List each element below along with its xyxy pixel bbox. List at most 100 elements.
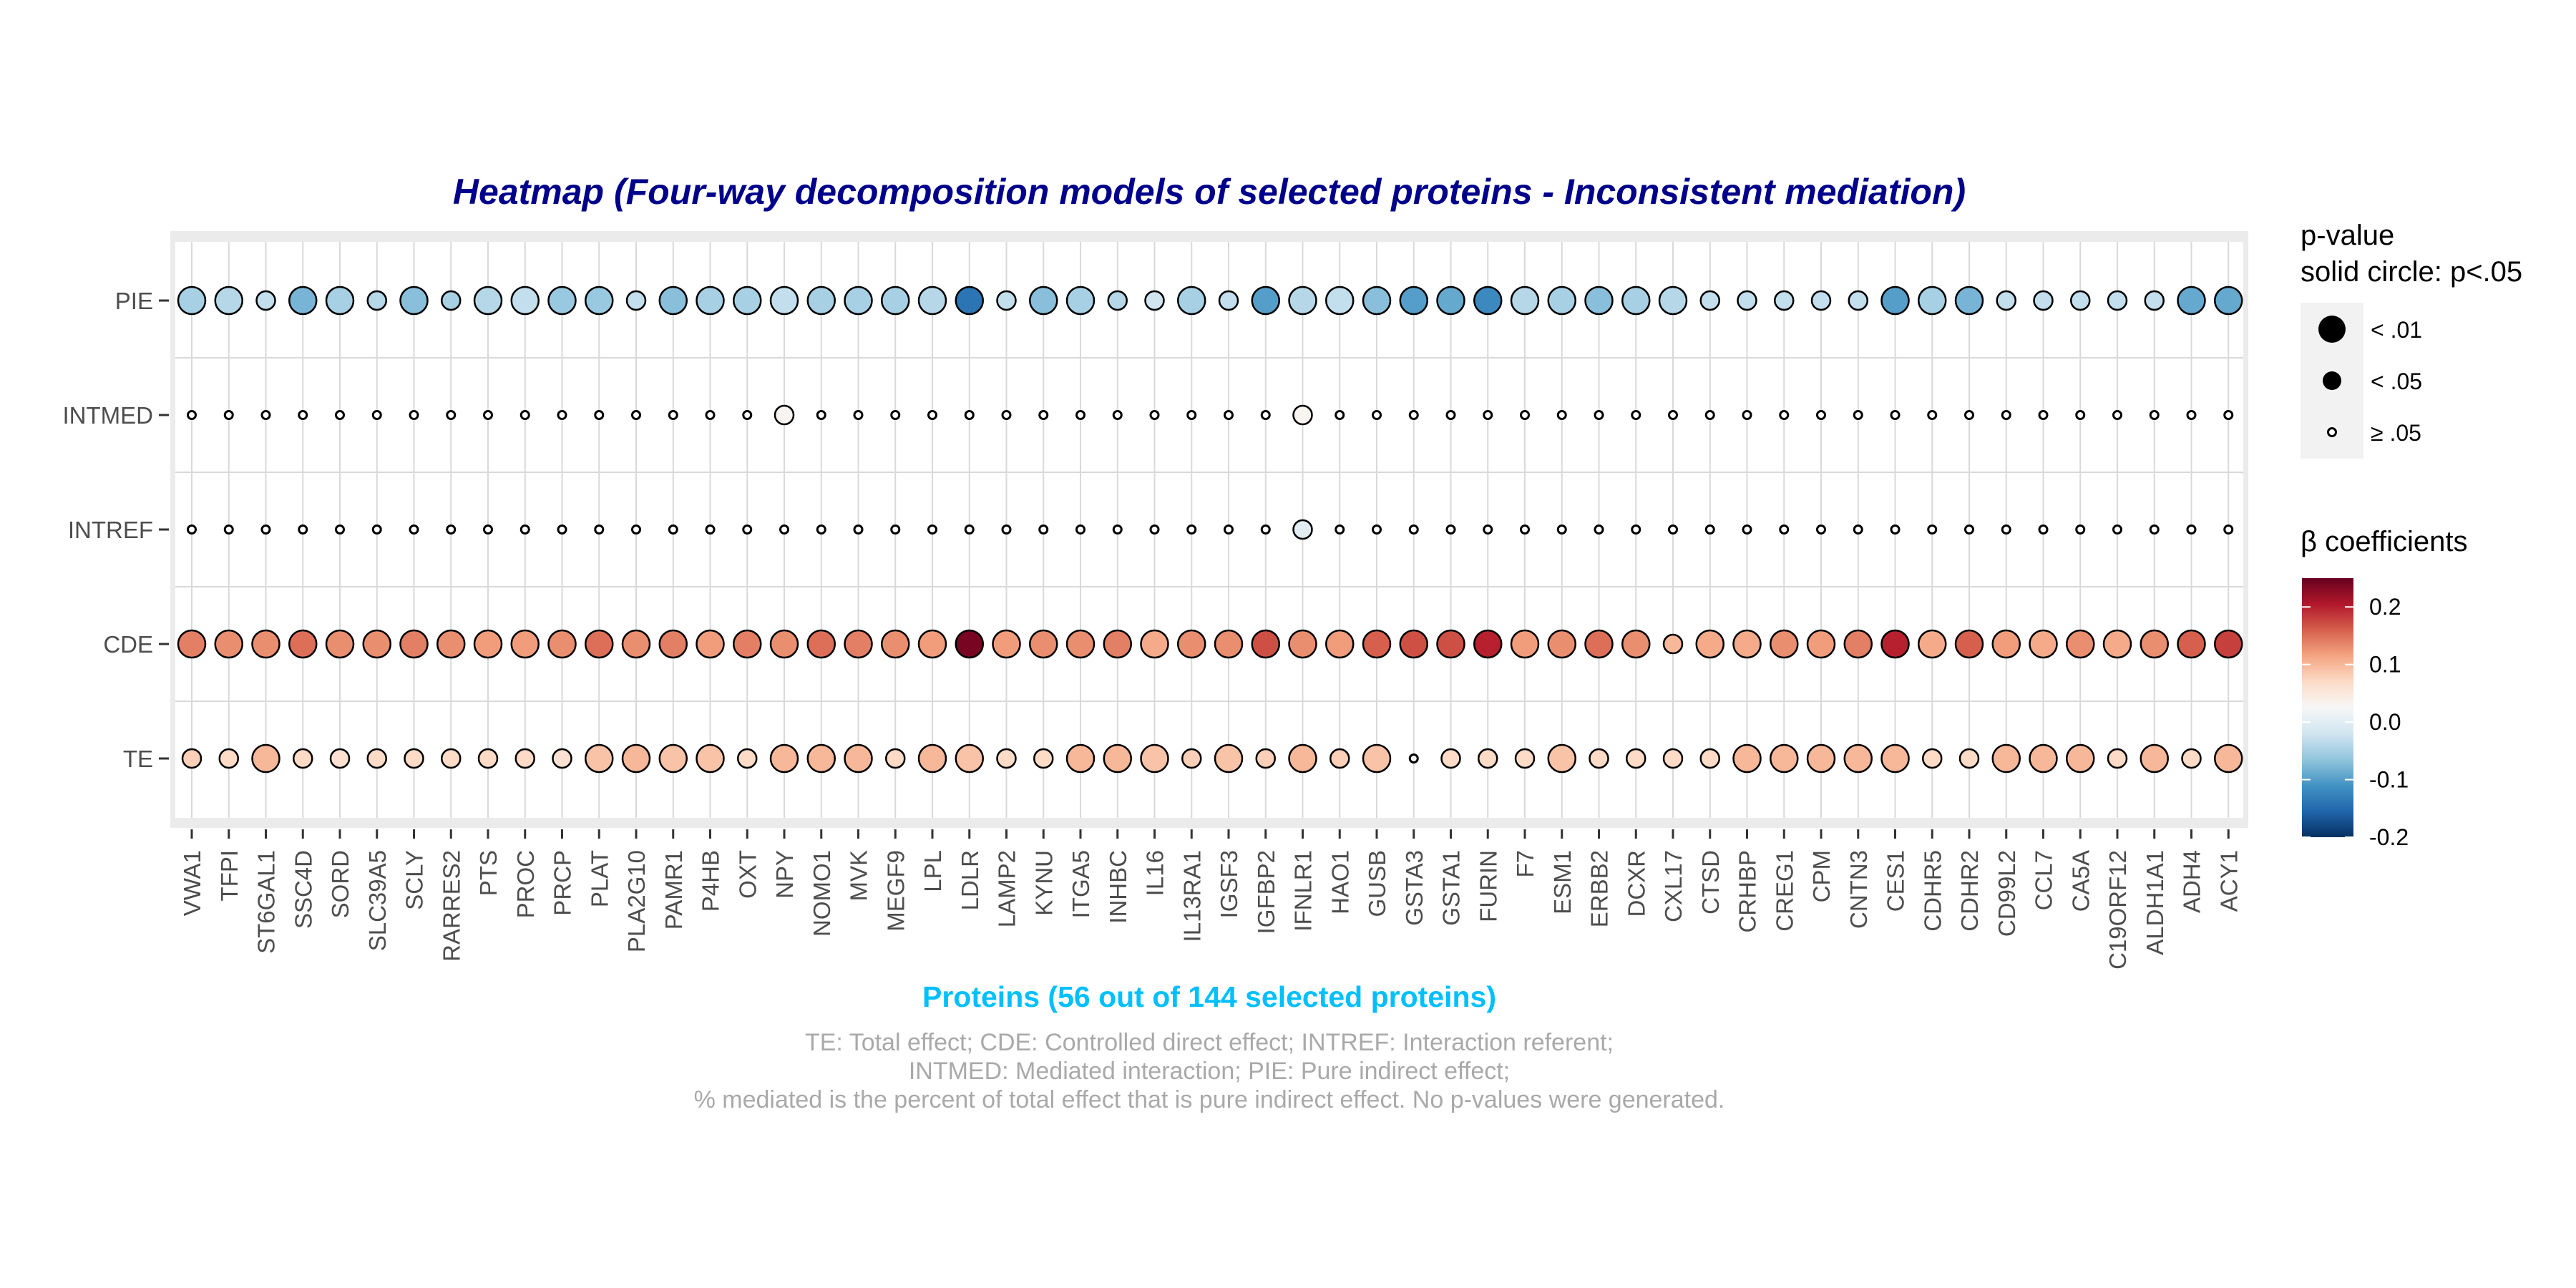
protein-label: PTS <box>475 850 502 896</box>
cell-intref-ssc4d <box>298 525 308 535</box>
cell-pie-nomo1 <box>806 286 836 316</box>
cell-cde-hao1 <box>1325 629 1355 659</box>
cell-intmed-igfbp2 <box>1260 410 1271 420</box>
protein-label: SCLY <box>401 850 428 910</box>
cell-cde-inhbc <box>1103 629 1132 659</box>
cell-pie-hao1 <box>1325 286 1355 316</box>
cell-intmed-lamp2 <box>1001 410 1012 420</box>
cell-intref-dcxr <box>1631 525 1641 535</box>
cell-cde-ccl7 <box>2029 629 2058 659</box>
cell-intmed-ifnlr1 <box>1292 404 1313 426</box>
cell-cde-tfpi <box>214 629 243 659</box>
cell-intmed-megf9 <box>890 410 901 420</box>
cell-intref-cdhr5 <box>1927 525 1938 535</box>
cell-intmed-gsta3 <box>1408 410 1419 420</box>
cell-pie-esm1 <box>1547 286 1576 316</box>
cell-intref-cdhr2 <box>1964 525 1974 535</box>
cell-te-inhbc <box>1103 743 1132 774</box>
protein-label: CREG1 <box>1771 850 1797 932</box>
protein-label: ERBB2 <box>1586 850 1613 927</box>
cell-intmed-erbb2 <box>1594 410 1604 420</box>
cell-cde-crhbp <box>1732 629 1762 659</box>
cell-intmed-npy <box>774 404 795 426</box>
cell-intref-ces1 <box>1890 525 1901 535</box>
cell-te-ces1 <box>1880 743 1910 774</box>
cell-te-cd99l2 <box>1991 743 2021 774</box>
cell-cde-oxt <box>733 629 762 659</box>
cell-cde-pamr1 <box>658 629 688 659</box>
beta-colorbar <box>2302 578 2353 837</box>
protein-label: CXL17 <box>1660 850 1687 922</box>
cell-cde-rarres2 <box>436 629 466 659</box>
protein-label: ACY1 <box>2215 850 2242 912</box>
cell-intref-aldh1a1 <box>2149 525 2160 535</box>
cell-pie-lamp2 <box>996 290 1017 311</box>
protein-label: IL13RA1 <box>1179 850 1205 942</box>
cell-te-esm1 <box>1547 743 1576 774</box>
cell-cde-il16 <box>1140 629 1169 659</box>
cell-pie-igfbp2 <box>1251 286 1280 316</box>
cell-te-aldh1a1 <box>2140 743 2169 774</box>
protein-label: GSTA3 <box>1401 850 1428 926</box>
cell-intref-igsf3 <box>1224 525 1234 535</box>
cell-intmed-ca5a <box>2075 410 2086 420</box>
cell-intmed-gsta1 <box>1445 410 1456 420</box>
cell-intmed-crhbp <box>1742 410 1752 420</box>
protein-label: SLC39A5 <box>364 850 391 951</box>
cell-intref-hao1 <box>1335 525 1345 535</box>
cell-intref-lpl <box>927 525 937 535</box>
cell-te-gsta3 <box>1408 753 1419 763</box>
cell-cde-ctsd <box>1695 629 1724 659</box>
caption-line-3: % mediated is the percent of total effec… <box>694 1086 1725 1113</box>
protein-label: CTSD <box>1697 850 1724 914</box>
cell-intref-ldlr <box>964 525 975 535</box>
cell-te-cdhr5 <box>1922 748 1943 769</box>
cell-intref-crhbp <box>1742 525 1752 535</box>
cell-intref-inhbc <box>1112 525 1123 535</box>
cell-intmed-prcp <box>557 410 567 420</box>
cell-te-creg1 <box>1770 743 1799 774</box>
cell-pie-mvk <box>844 286 873 316</box>
cell-pie-cxl17 <box>1658 286 1688 316</box>
cell-pie-ccl7 <box>2033 290 2054 311</box>
protein-label: ALDH1A1 <box>2142 850 2168 955</box>
protein-label: GSTA1 <box>1438 850 1465 926</box>
cell-intmed-c19orf12 <box>2112 410 2122 420</box>
cell-intmed-cpm <box>1816 410 1826 420</box>
row-label-te: TE <box>123 746 153 772</box>
protein-label: FURIN <box>1475 850 1501 922</box>
cell-pie-ssc4d <box>288 286 318 316</box>
protein-label: RARRES2 <box>438 850 464 962</box>
cell-pie-adh4 <box>2177 286 2206 316</box>
cell-intmed-rarres2 <box>446 410 457 420</box>
cell-intref-tfpi <box>223 525 234 535</box>
cell-pie-c19orf12 <box>2107 290 2128 311</box>
cell-te-st6gal1 <box>251 743 280 774</box>
cell-intmed-nomo1 <box>816 410 826 420</box>
cell-pie-ifnlr1 <box>1288 286 1317 316</box>
cell-te-cpm <box>1806 743 1836 774</box>
cell-intref-erbb2 <box>1594 525 1604 535</box>
cell-pie-cpm <box>1810 290 1832 311</box>
cell-pie-megf9 <box>881 286 910 316</box>
cell-intref-ca5a <box>2075 525 2086 535</box>
protein-label: C19ORF12 <box>2104 850 2131 970</box>
cell-pie-lpl <box>917 286 947 316</box>
cell-intmed-tfpi <box>223 410 234 420</box>
beta-tick-label: 0.0 <box>2369 709 2401 735</box>
cell-intref-ccl7 <box>2038 525 2049 535</box>
cell-intmed-itga5 <box>1075 410 1085 420</box>
cell-pie-gusb <box>1362 286 1392 316</box>
cell-intmed-esm1 <box>1556 410 1567 420</box>
cell-te-npy <box>769 743 799 774</box>
cell-te-lamp2 <box>996 748 1017 769</box>
cell-pie-inhbc <box>1107 290 1128 311</box>
row-label-cde: CDE <box>103 631 153 658</box>
cell-intmed-cntn3 <box>1853 410 1863 420</box>
cell-pie-gsta1 <box>1436 286 1465 316</box>
protein-label: CA5A <box>2067 850 2094 912</box>
cell-intmed-p4hb <box>705 410 716 420</box>
cell-intmed-scly <box>409 410 419 420</box>
cell-cde-p4hb <box>696 629 725 659</box>
